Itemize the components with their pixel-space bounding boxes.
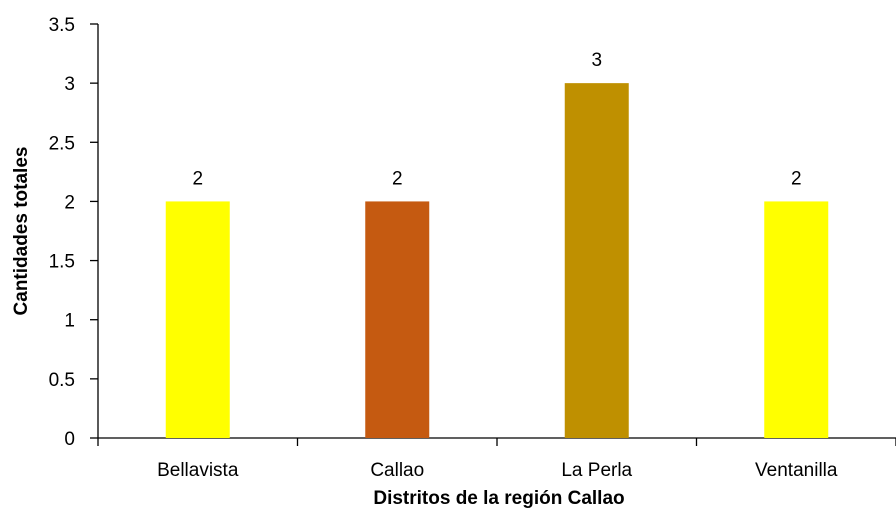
y-tick-label: 0.5 (49, 370, 75, 391)
x-axis-title: Distritos de la región Callao (373, 488, 624, 509)
y-tick-label: 3.5 (49, 15, 75, 36)
x-category-label: Bellavista (157, 460, 239, 481)
plot-area: 0 0.5 1 1.5 2 2.5 3 3.5 2 Bellavista 2 Callao 3 La Pe… (49, 15, 896, 481)
y-axis-title-group: Cantidades totales (11, 147, 32, 316)
y-tick-label: 3 (64, 74, 75, 95)
x-category-label: Ventanilla (755, 460, 838, 481)
y-tick-label: 1.5 (49, 252, 75, 273)
bar-la-perla (564, 83, 629, 439)
x-category-label: La Perla (561, 460, 632, 481)
y-axis-title: Cantidades totales (11, 147, 32, 316)
bar-bellavista (165, 201, 230, 438)
x-category-label: Callao (370, 460, 424, 481)
data-label: 3 (591, 50, 602, 71)
y-tick-label: 1 (64, 311, 75, 332)
data-label: 2 (791, 168, 802, 189)
data-label: 2 (192, 168, 203, 189)
data-label: 2 (392, 168, 403, 189)
y-tick-label: 2 (64, 192, 75, 213)
y-tick-label: 2.5 (49, 133, 75, 154)
y-tick-label: 0 (64, 429, 75, 450)
bar-callao (365, 201, 430, 438)
bar-ventanilla (764, 201, 829, 438)
